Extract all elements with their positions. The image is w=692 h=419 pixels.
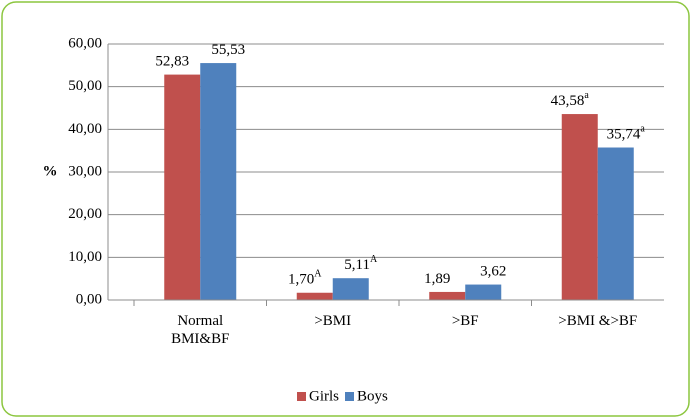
x-tick-label: >BMI &>BF: [558, 313, 638, 329]
value-label-text: 55,53: [211, 43, 245, 59]
value-label: 5,11A: [344, 254, 378, 273]
y-tick-label: 60,00: [68, 35, 102, 51]
value-label-superscript: a: [584, 90, 589, 101]
y-tick-label: 50,00: [68, 78, 102, 94]
legend-label: Boys: [357, 388, 388, 404]
bar: [597, 147, 634, 300]
x-tick-label: Normal BMI&BF: [171, 313, 230, 347]
value-label-text: 52,83: [155, 54, 189, 70]
bar: [200, 63, 237, 301]
bar: [561, 114, 598, 300]
value-label-text: 1,89: [424, 271, 450, 287]
bar: [164, 74, 201, 300]
value-label-superscript: A: [370, 254, 378, 265]
value-label: 35,74a: [607, 124, 646, 143]
bar: [332, 278, 369, 300]
value-label: 52,83: [155, 54, 189, 70]
value-label: 1,70A: [288, 269, 322, 288]
value-label-text: 5,11: [344, 258, 370, 274]
x-tick-label: >BF: [451, 313, 479, 329]
y-tick-label: 10,00: [68, 249, 102, 265]
value-label-text: 1,70: [288, 272, 314, 288]
y-axis-label: %: [43, 163, 58, 179]
legend-swatch: [297, 392, 306, 401]
value-label-superscript: a: [640, 124, 645, 135]
value-label-text: 35,74: [607, 127, 641, 143]
legend-swatch: [345, 392, 354, 401]
value-label-text: 43,58: [551, 93, 585, 109]
y-tick-label: 0,00: [76, 291, 102, 307]
y-tick-label: 20,00: [68, 206, 102, 222]
value-label-text: 3,62: [480, 264, 506, 280]
bar: [296, 292, 333, 300]
value-label: 55,53: [211, 43, 245, 59]
bar: [465, 284, 502, 300]
legend-label: Girls: [309, 388, 339, 404]
bar: [429, 291, 466, 300]
y-tick-label: 30,00: [68, 163, 102, 179]
value-label: 1,89: [424, 271, 450, 287]
value-label: 3,62: [480, 264, 506, 280]
y-tick-label: 40,00: [68, 121, 102, 137]
x-tick-label: >BMI: [314, 313, 352, 329]
value-label: 43,58a: [551, 90, 590, 109]
value-label-superscript: A: [314, 269, 322, 280]
